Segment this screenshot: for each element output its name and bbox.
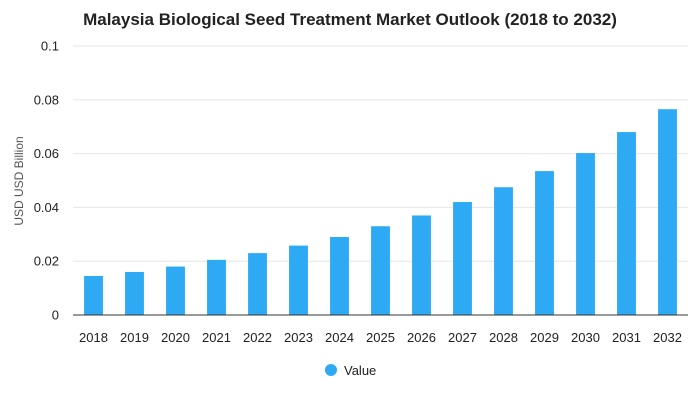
x-tick-label: 2027 [448,330,477,345]
bars [84,109,677,315]
bar-2020 [166,266,185,315]
x-tick-label: 2019 [120,330,149,345]
x-tick-label: 2025 [366,330,395,345]
x-tick-label: 2028 [489,330,518,345]
x-tick-label: 2023 [284,330,313,345]
x-tick-label: 2018 [79,330,108,345]
legend: Value [325,363,376,378]
y-tick-label: 0.02 [34,254,59,269]
bar-2018 [84,275,103,315]
bar-2023 [289,245,308,315]
x-tick-label: 2021 [202,330,231,345]
bar-2031 [617,132,636,315]
bar-2030 [576,153,595,315]
bar-2029 [535,171,554,315]
legend-marker [325,364,337,376]
bar-2032 [658,109,677,315]
x-tick-label: 2026 [407,330,436,345]
x-tick-label: 2031 [612,330,641,345]
bar-2024 [330,236,349,315]
x-tick-label: 2032 [653,330,682,345]
y-tick-label: 0.08 [34,92,59,107]
y-axis-label: USD USD Billion [12,136,26,225]
legend-label: Value [344,363,376,378]
x-tick-label: 2022 [243,330,272,345]
bar-2022 [248,253,267,315]
y-axis-ticks: 0 0.02 0.04 0.06 0.08 0.1 [34,39,59,323]
bar-2027 [453,202,472,315]
y-tick-label: 0.1 [41,39,59,54]
y-tick-label: 0.04 [34,200,59,215]
bar-2021 [207,259,226,315]
bar-2025 [371,226,390,315]
x-tick-label: 2029 [530,330,559,345]
bar-2026 [412,215,431,315]
x-tick-label: 2030 [571,330,600,345]
x-axis-ticks: 2018 2019 2020 2021 2022 2023 2024 2025 2026 2027… [79,330,682,345]
x-tick-label: 2020 [161,330,190,345]
chart-title: Malaysia Biological Seed Treatment Marke… [83,10,617,29]
y-tick-label: 0 [52,308,59,323]
y-tick-label: 0.06 [34,146,59,161]
x-tick-label: 2024 [325,330,354,345]
bar-2019 [125,271,144,315]
bar-2028 [494,187,513,315]
